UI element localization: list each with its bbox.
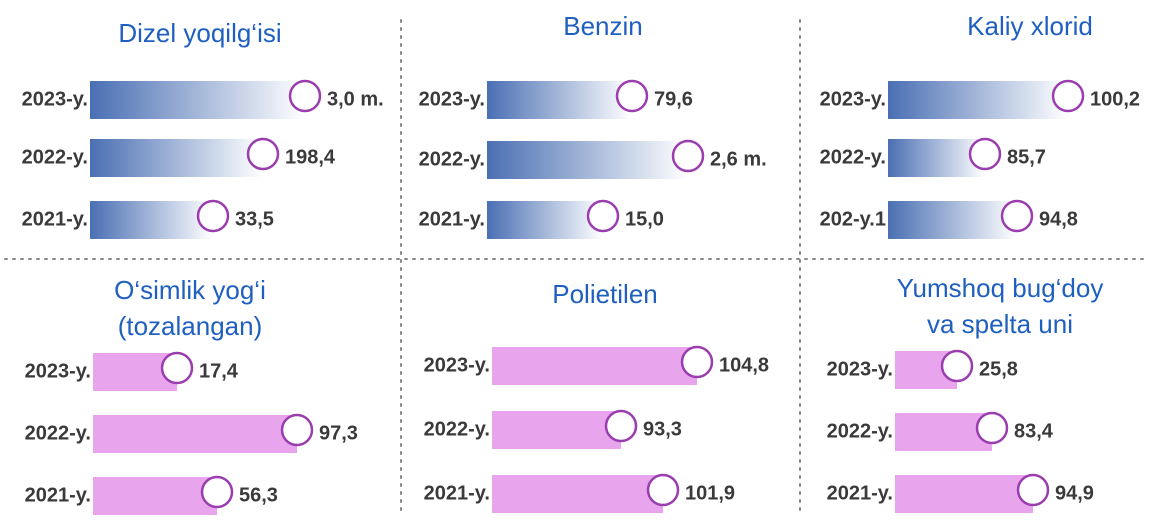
panel-title: O‘simlik yog‘i (114, 275, 266, 305)
year-label: 2023-y. (424, 354, 490, 376)
value-label: 2,6 m. (710, 148, 767, 170)
marker (1000, 199, 1034, 233)
marker (280, 413, 314, 447)
bar (888, 139, 985, 177)
value-label: 17,4 (199, 360, 239, 382)
value-label: 104,8 (719, 354, 769, 376)
value-label: 100,2 (1090, 88, 1140, 110)
bar (492, 475, 663, 513)
year-label: 2022-y. (22, 146, 88, 168)
panel-title: Kaliy xlorid (967, 11, 1093, 41)
year-label: 2023-y. (827, 358, 893, 380)
marker (586, 199, 620, 233)
year-label: 2023-y. (820, 88, 886, 110)
year-label: 2021-y. (827, 482, 893, 504)
value-label: 25,8 (979, 358, 1018, 380)
bar (90, 139, 263, 177)
year-label: 2023-y. (25, 360, 91, 382)
bar (888, 81, 1068, 119)
bar (895, 475, 1033, 513)
value-label: 94,8 (1039, 208, 1078, 230)
panel-title: (tozalangan) (118, 311, 263, 341)
bar (90, 201, 213, 239)
bar (888, 201, 1017, 239)
year-label: 2022-y. (419, 148, 485, 170)
marker (288, 79, 322, 113)
year-label: 2023-y. (22, 88, 88, 110)
value-label: 198,4 (285, 146, 336, 168)
panel-title: va spelta uni (927, 309, 1073, 339)
marker (1051, 79, 1085, 113)
marker (200, 475, 234, 509)
marker (1016, 473, 1050, 507)
marker (975, 411, 1009, 445)
panel-title: Polietilen (552, 279, 658, 309)
bar (93, 415, 297, 453)
panel-title: Benzin (563, 11, 643, 41)
year-label: 202-y.1 (820, 208, 886, 230)
year-label: 2021-y. (419, 208, 485, 230)
value-label: 56,3 (239, 484, 278, 506)
value-label: 79,6 (654, 88, 693, 110)
value-label: 83,4 (1014, 420, 1054, 442)
year-label: 2023-y. (419, 88, 485, 110)
bar (487, 81, 632, 119)
panel-title: Dizel yoqilg‘isi (118, 18, 281, 48)
bar (487, 201, 603, 239)
marker (671, 139, 705, 173)
value-label: 3,0 m. (327, 88, 384, 110)
marker (680, 345, 714, 379)
year-label: 2021-y. (25, 484, 91, 506)
bar (90, 81, 305, 119)
year-label: 2021-y. (22, 208, 88, 230)
bar (492, 411, 621, 449)
value-label: 101,9 (685, 482, 735, 504)
marker (940, 349, 974, 383)
marker (160, 351, 194, 385)
year-label: 2022-y. (820, 146, 886, 168)
marker (246, 137, 280, 171)
bar (93, 477, 217, 515)
bar (492, 347, 697, 385)
bar (895, 413, 992, 451)
marker (615, 79, 649, 113)
panel-title: Yumshoq bug‘doy (897, 273, 1104, 303)
year-label: 2022-y. (424, 418, 490, 440)
year-label: 2021-y. (424, 482, 490, 504)
bar (487, 141, 688, 179)
marker (196, 199, 230, 233)
value-label: 97,3 (319, 422, 358, 444)
value-label: 15,0 (625, 208, 664, 230)
year-label: 2022-y. (827, 420, 893, 442)
value-label: 94,9 (1055, 482, 1094, 504)
marker (646, 473, 680, 507)
value-label: 93,3 (643, 418, 682, 440)
value-label: 85,7 (1007, 146, 1046, 168)
marker (968, 137, 1002, 171)
year-label: 2022-y. (25, 422, 91, 444)
value-label: 33,5 (235, 208, 274, 230)
marker (604, 409, 638, 443)
